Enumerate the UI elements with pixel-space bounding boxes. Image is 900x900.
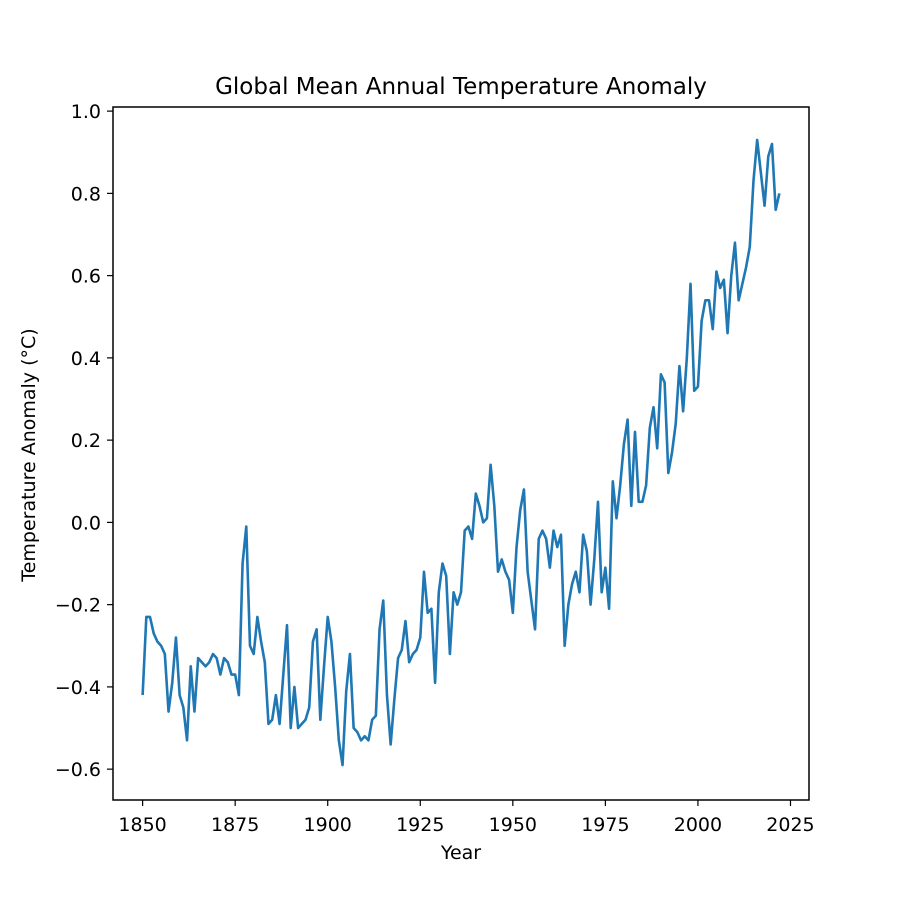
- y-tick-label: −0.4: [55, 677, 101, 699]
- y-tick-label: −0.2: [55, 595, 101, 617]
- x-tick-label: 1925: [396, 814, 444, 836]
- y-tick-label: −0.6: [55, 759, 101, 781]
- plot-area: [141, 138, 781, 767]
- y-axis-label: Temperature Anomaly (°C): [18, 328, 40, 582]
- x-axis: 1850 1875 1900 1925 1950 1975 2000 2025: [118, 800, 815, 836]
- y-tick-label: 0.0: [71, 512, 101, 534]
- x-tick-label: 1850: [118, 814, 166, 836]
- x-tick-label: 1975: [581, 814, 629, 836]
- y-tick-label: 0.2: [71, 430, 101, 452]
- y-tick-label: 0.6: [71, 266, 101, 288]
- chart-title: Global Mean Annual Temperature Anomaly: [215, 74, 707, 100]
- y-tick-label: 0.8: [71, 183, 101, 205]
- y-tick-label: 1.0: [71, 101, 101, 123]
- plot-frame: [112, 106, 810, 801]
- y-tick-label: 0.4: [71, 348, 101, 370]
- x-tick-label: 2000: [674, 814, 722, 836]
- x-axis-label: Year: [440, 842, 481, 864]
- y-axis: −0.6 −0.4 −0.2 0.0 0.2 0.4 0.6 0.8 1.0: [55, 101, 113, 781]
- x-tick-label: 1900: [304, 814, 352, 836]
- series-line-0: [141, 138, 781, 767]
- x-tick-label: 1875: [211, 814, 259, 836]
- x-tick-label: 1950: [489, 814, 537, 836]
- x-tick-label: 2025: [766, 814, 814, 836]
